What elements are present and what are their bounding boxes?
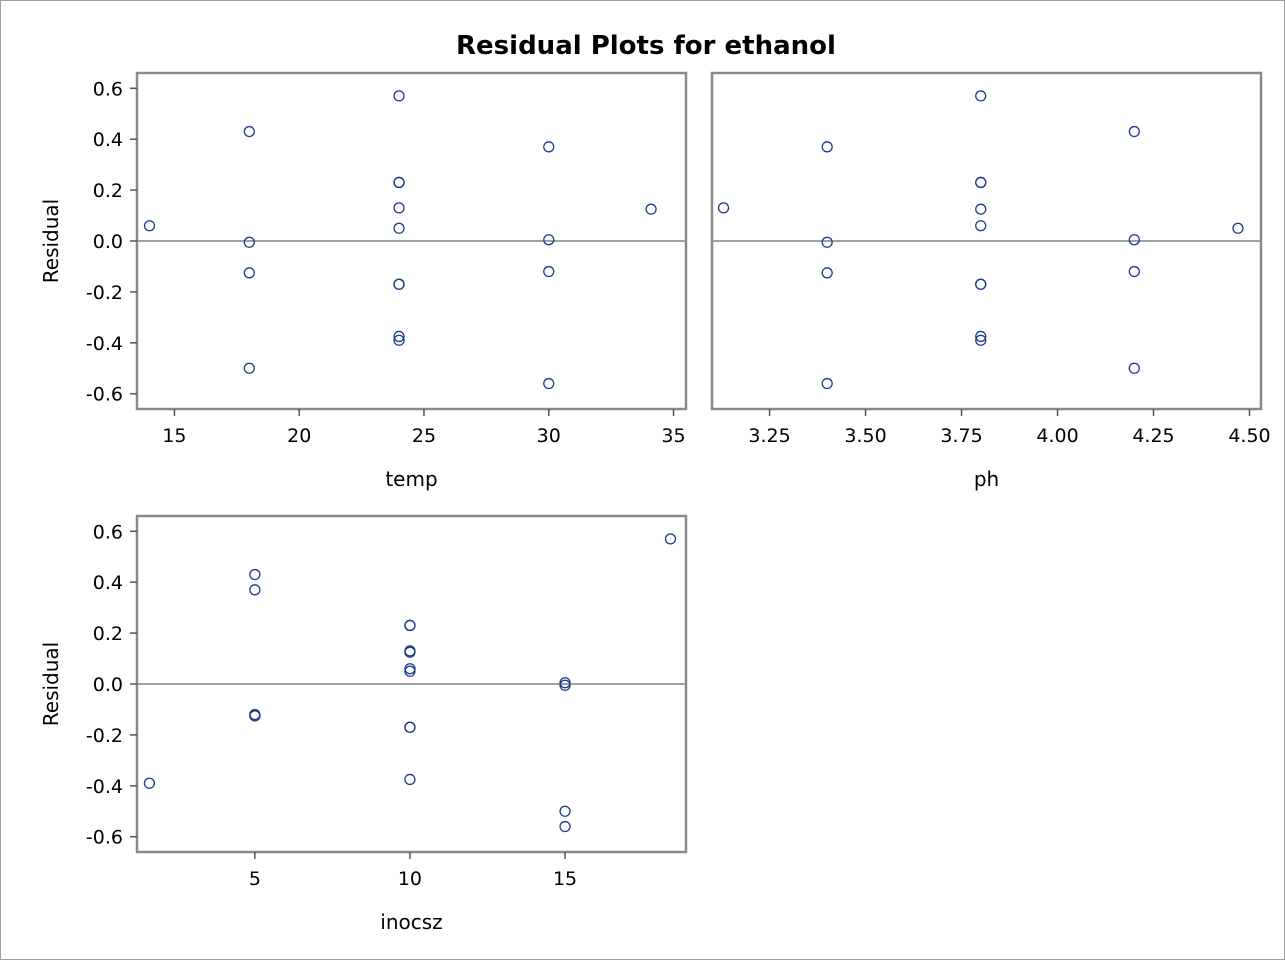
- temp-residual-point: [543, 265, 555, 278]
- temp-residual-point: [645, 203, 657, 215]
- temp-residual-point: [543, 377, 555, 390]
- temp-y-tick-label: 0.0: [93, 231, 123, 253]
- temp-y-tick-label: 0.4: [93, 129, 123, 151]
- temp-residual-point: [243, 236, 255, 248]
- inocsz-x-tick-label: 15: [553, 868, 577, 890]
- inocsz-residual-point: [143, 777, 156, 789]
- ph-residual-point: [975, 90, 987, 102]
- temp-x-tick-label: 20: [287, 425, 311, 447]
- inocsz-residual-point: [404, 773, 416, 786]
- temp-y-tick-label: -0.2: [86, 282, 123, 304]
- temp-residual-point: [393, 176, 405, 189]
- ph-x-tick-label: 3.75: [940, 425, 982, 447]
- inocsz-x-tick-label: 5: [249, 868, 261, 890]
- inocsz-y-tick-label: 0.2: [93, 623, 123, 645]
- ph-residual-point: [975, 203, 987, 215]
- ph-residual-point: [821, 377, 833, 390]
- panel-temp: 15 20 25 30 35 0.6 0.4 0.2 0.0 -0.2 -0.4 -0.6 temp Re…: [39, 71, 688, 491]
- ph-x-tick-label: 4.50: [1228, 425, 1270, 447]
- temp-residual-point: [393, 330, 405, 343]
- ph-residual-point: [1128, 265, 1140, 278]
- temp-residual-point: [543, 234, 555, 246]
- temp-residual-point: [243, 362, 255, 374]
- inocsz-residual-point: [249, 710, 261, 722]
- inocsz-residual-point: [559, 679, 571, 691]
- ph-residual-point: [821, 267, 833, 279]
- inocsz-y-tick-label: 0.0: [93, 674, 123, 696]
- ph-x-tick-label: 3.25: [748, 425, 790, 447]
- inocsz-residual-point: [249, 584, 261, 596]
- figure-title: Residual Plots for ethanol: [456, 31, 836, 61]
- inocsz-y-axis-label: Residual: [39, 642, 63, 726]
- temp-x-tick-label: 15: [162, 425, 186, 447]
- temp-residual-point: [393, 90, 405, 102]
- temp-y-tick-label: -0.6: [86, 384, 123, 406]
- temp-residual-point: [393, 222, 405, 234]
- inocsz-x-tick-label: 10: [398, 868, 422, 890]
- panel-ph: 3.25 3.50 3.75 4.00 4.25 4.50 ph: [710, 71, 1271, 491]
- inocsz-residual-point: [249, 568, 261, 581]
- ph-residual-point: [821, 141, 833, 153]
- inocsz-residual-point: [404, 721, 416, 733]
- temp-x-tick-label: 35: [661, 425, 685, 447]
- panel-inocsz: 5 10 15 0.6 0.4 0.2 0.0 -0.2 -0.4 -0.6 inocsz Resid…: [39, 514, 688, 934]
- temp-residual-point: [243, 267, 255, 279]
- inocsz-y-tick-label: 0.4: [93, 572, 123, 594]
- inocsz-y-tick-label: 0.6: [93, 521, 123, 543]
- temp-residual-point: [393, 202, 405, 214]
- inocsz-x-axis-label: inocsz: [380, 910, 442, 934]
- ph-x-tick-label: 4.25: [1132, 425, 1174, 447]
- ph-residual-point: [1128, 125, 1140, 138]
- inocsz-residual-point: [664, 533, 677, 545]
- ph-residual-point: [975, 330, 987, 343]
- ph-residual-point: [975, 278, 987, 290]
- ph-x-tick-label: 3.50: [844, 425, 886, 447]
- ph-x-tick-label: 4.00: [1036, 425, 1078, 447]
- ph-residual-point: [1232, 222, 1244, 234]
- temp-y-tick-label: 0.2: [93, 180, 123, 202]
- ph-residual-point: [975, 220, 987, 232]
- temp-residual-point: [393, 334, 405, 346]
- ph-residual-point: [717, 202, 730, 214]
- inocsz-residual-point: [559, 805, 571, 817]
- temp-residual-point: [243, 125, 255, 138]
- temp-y-tick-label: 0.6: [93, 78, 123, 100]
- ph-residual-point: [1128, 362, 1140, 374]
- ph-residual-point: [1128, 234, 1140, 246]
- ph-x-axis-label: ph: [974, 467, 999, 491]
- temp-residual-point: [143, 220, 156, 232]
- inocsz-y-tick-label: -0.4: [86, 776, 123, 798]
- inocsz-residual-point: [404, 646, 416, 658]
- temp-x-tick-label: 25: [412, 425, 436, 447]
- inocsz-y-tick-label: -0.6: [86, 827, 123, 849]
- temp-y-axis-label: Residual: [39, 199, 63, 283]
- inocsz-y-tick-label: -0.2: [86, 725, 123, 747]
- temp-x-tick-label: 30: [537, 425, 561, 447]
- inocsz-residual-point: [404, 619, 416, 632]
- temp-residual-point: [393, 278, 405, 290]
- inocsz-residual-point: [404, 665, 416, 677]
- temp-residual-point: [543, 141, 555, 153]
- ph-residual-point: [821, 236, 833, 248]
- inocsz-residual-point: [559, 820, 571, 833]
- temp-x-axis-label: temp: [385, 467, 437, 491]
- ph-residual-point: [975, 334, 987, 346]
- temp-y-tick-label: -0.4: [86, 333, 123, 355]
- ph-residual-point: [975, 176, 987, 189]
